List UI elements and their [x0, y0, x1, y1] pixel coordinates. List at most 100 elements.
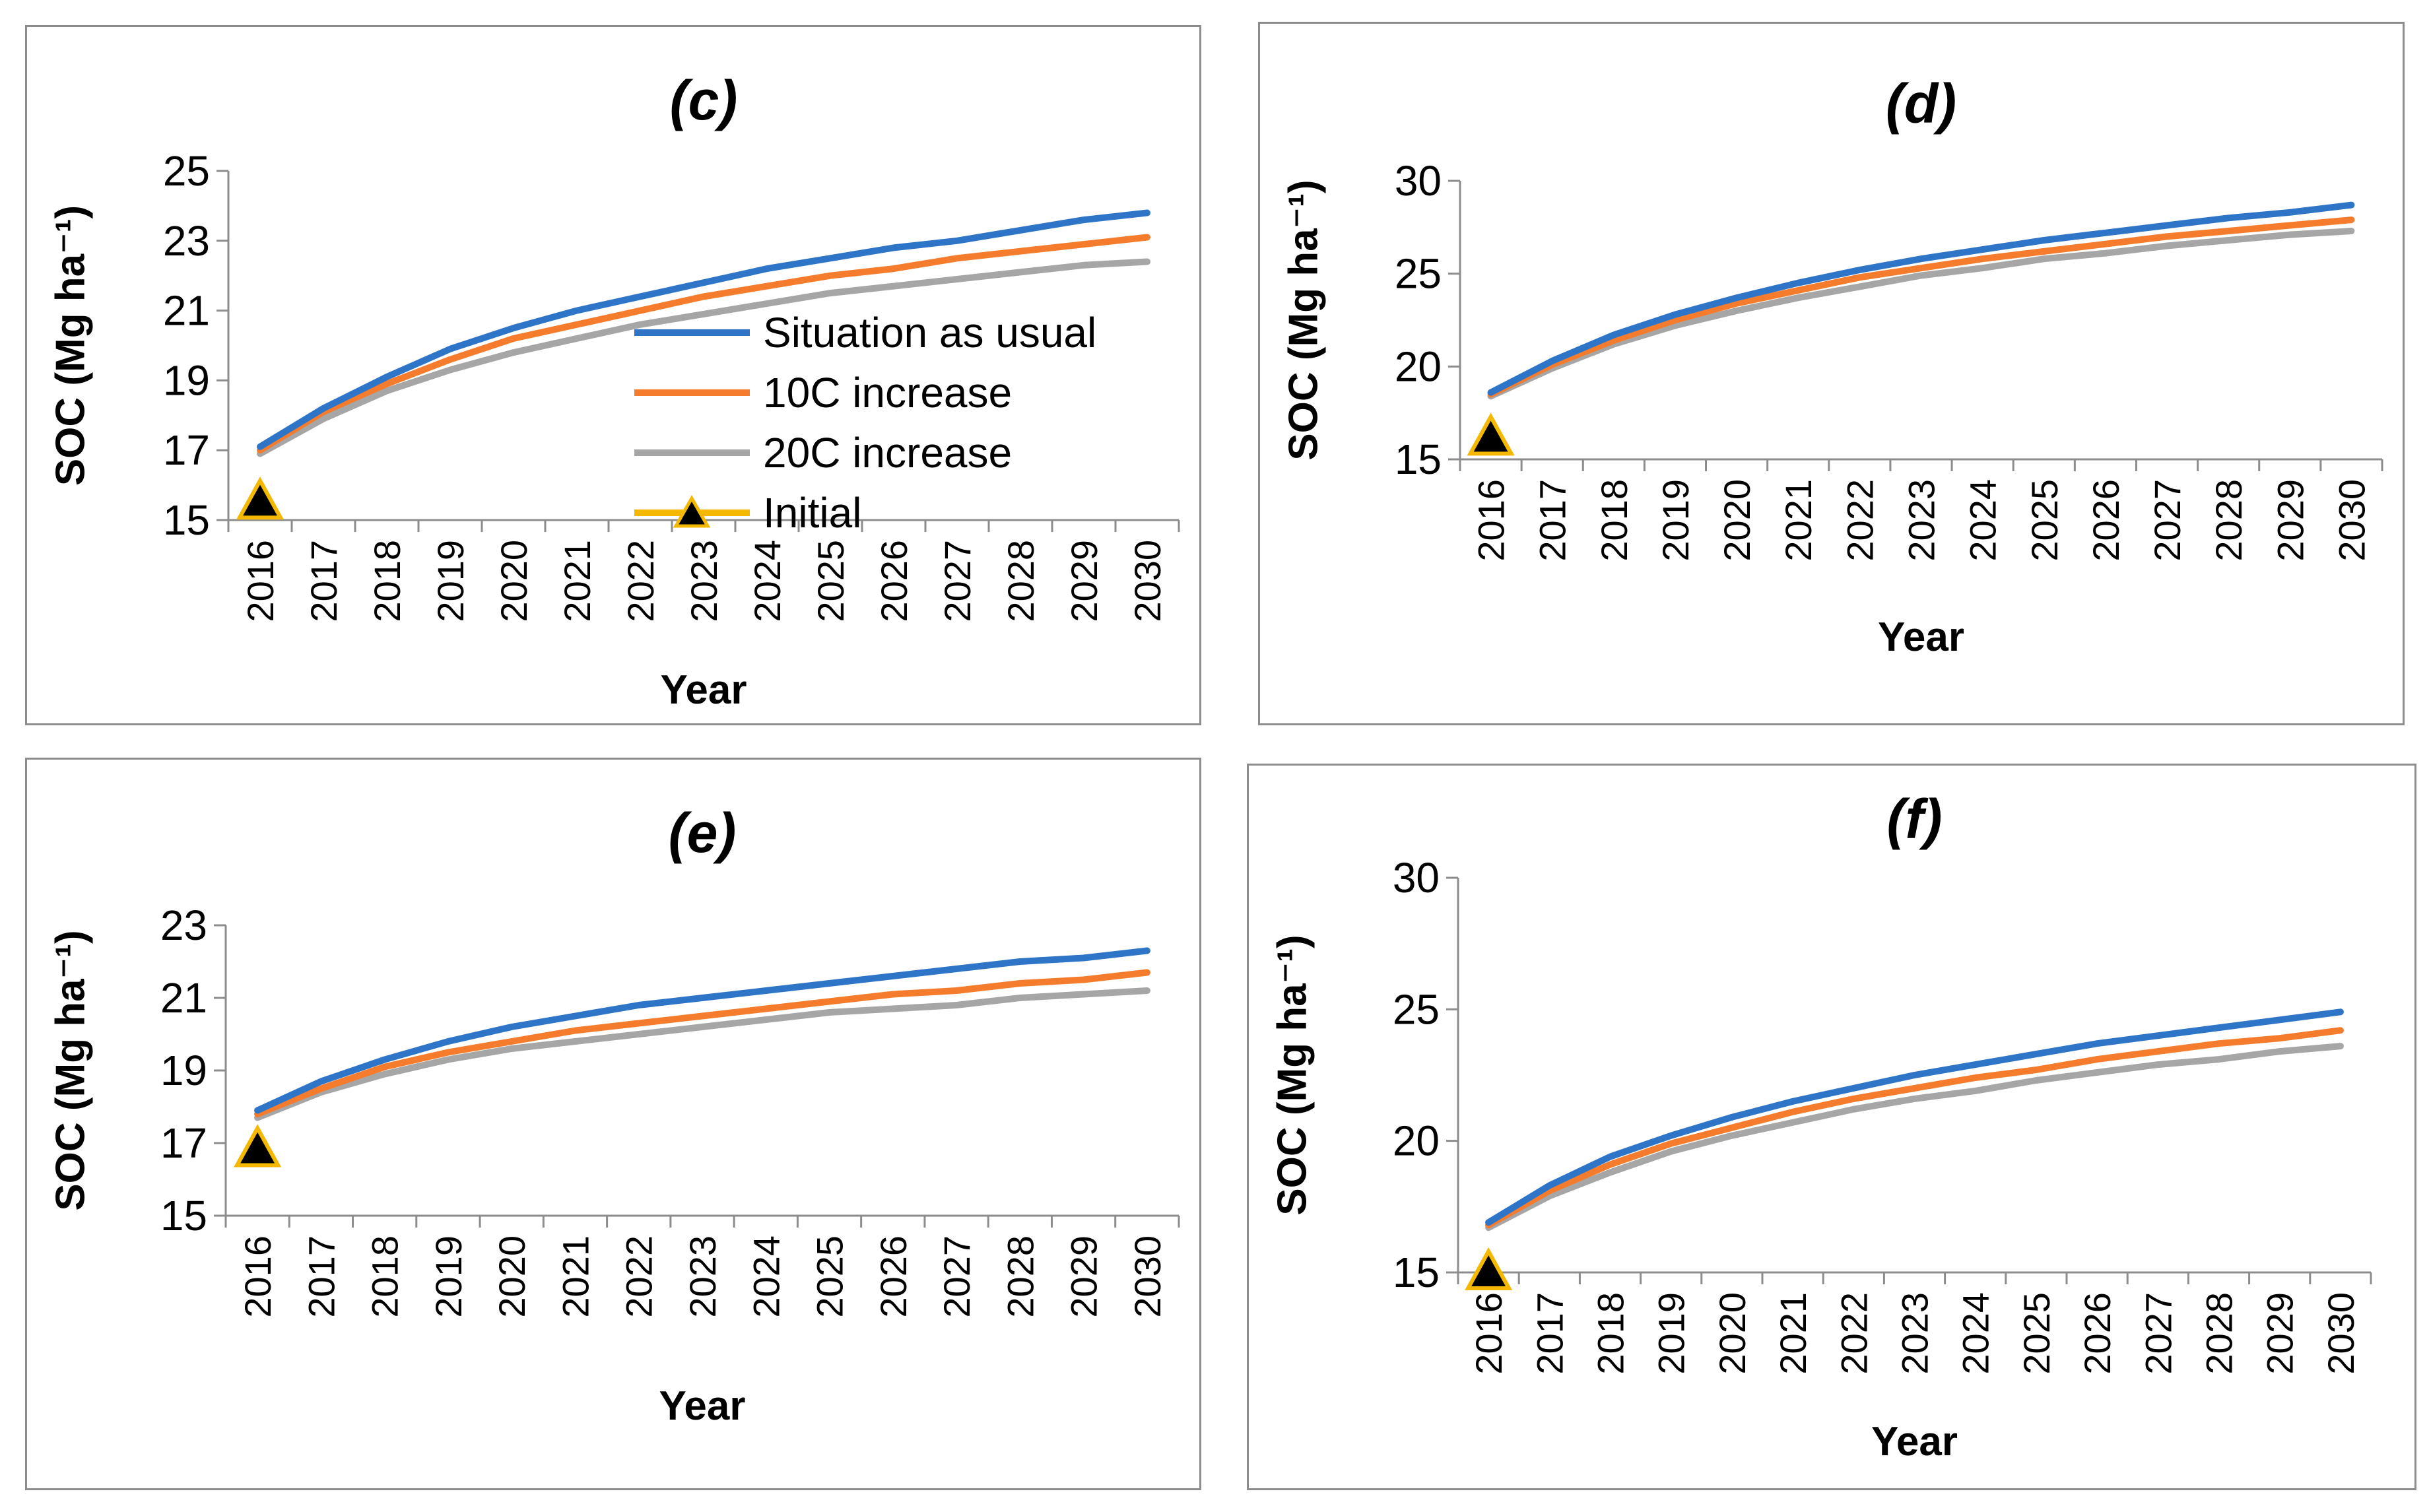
- x-tick-label: 2018: [1590, 1292, 1632, 1375]
- x-tick-label: 2027: [2137, 1292, 2179, 1375]
- x-tick-label: 2025: [809, 1235, 851, 1318]
- x-tick-label: 2019: [1655, 479, 1696, 562]
- x-tick-label: 2024: [747, 540, 788, 622]
- x-tick-label: 2025: [2016, 1292, 2057, 1375]
- chart-title: (e): [669, 802, 737, 864]
- y-tick-label: 21: [163, 287, 210, 335]
- y-axis-label: SOC (Mg ha⁻¹): [1281, 180, 1326, 460]
- x-tick-label: 2017: [1532, 479, 1574, 562]
- chart-title: (c): [670, 69, 738, 131]
- series-line-increase10: [1487, 216, 2355, 398]
- x-tick-label: 2025: [2024, 479, 2065, 562]
- x-axis-label: Year: [1878, 614, 1964, 660]
- x-tick-label: 2016: [1471, 479, 1512, 562]
- y-tick-label: 15: [160, 1192, 207, 1239]
- x-tick-label: 2016: [240, 540, 281, 622]
- x-tick-label: 2030: [1127, 1235, 1168, 1318]
- x-tick-label: 2021: [556, 540, 598, 622]
- x-tick-label: 2024: [1955, 1292, 1997, 1375]
- x-axis-label: Year: [1871, 1419, 1958, 1464]
- x-tick-label: 2018: [364, 1235, 406, 1318]
- x-tick-label: 2020: [493, 540, 535, 622]
- x-tick-label: 2027: [2146, 479, 2188, 562]
- series-line-situation: [257, 209, 1150, 450]
- x-tick-label: 2017: [303, 540, 345, 622]
- chart-c: (c) 15 17 19 21 23 25 2016 2017 2018 2019 2020 2021 2…: [48, 69, 1180, 713]
- x-tick-label: 2024: [1962, 479, 2004, 562]
- x-tick-label: 2028: [1000, 540, 1042, 622]
- x-tick-label: 2021: [1772, 1292, 1814, 1375]
- x-tick-label: 2028: [2208, 479, 2249, 562]
- y-axis-label: SOC (Mg ha⁻¹): [48, 205, 93, 486]
- x-tick-label: 2023: [1901, 479, 1943, 562]
- x-tick-label: 2028: [999, 1235, 1041, 1318]
- x-tick-label: 2029: [1063, 1235, 1105, 1318]
- x-tick-label: 2018: [1593, 479, 1635, 562]
- x-tick-label: 2020: [1712, 1292, 1753, 1375]
- chart-panel-c: (c) 15 17 19 21 23 25 2016 2017 2018 2019 2020 2021 2…: [25, 25, 1201, 725]
- x-tick-label: 2026: [873, 1235, 914, 1318]
- series-line-increase20: [257, 258, 1150, 457]
- x-tick-label: 2022: [1839, 479, 1880, 562]
- y-tick-label: 25: [1393, 985, 1440, 1033]
- x-tick-label: 2027: [936, 1235, 978, 1318]
- chart-title: (d): [1886, 73, 1956, 135]
- x-tick-label: 2028: [2199, 1292, 2240, 1375]
- y-tick-label: 30: [1393, 854, 1440, 902]
- y-tick-label: 23: [160, 902, 207, 949]
- x-tick-label: 2025: [810, 540, 851, 622]
- y-tick-label: 19: [160, 1047, 207, 1094]
- x-axis-label: Year: [659, 1383, 745, 1429]
- x-tick-label: 2017: [1529, 1292, 1570, 1375]
- x-tick-label: 2030: [2331, 479, 2372, 562]
- x-tick-label: 2020: [1716, 479, 1758, 562]
- x-tick-label: 2027: [937, 540, 978, 622]
- x-tick-label: 2022: [618, 1235, 660, 1318]
- chart-panel-e: (e) 15 17 19 21 23 2016 2017 2018 2019 2020 2021 202…: [25, 758, 1201, 1490]
- y-tick-label: 15: [163, 496, 210, 544]
- x-tick-label: 2019: [430, 540, 471, 622]
- x-tick-label: 2023: [682, 1235, 723, 1318]
- series-line-increase10: [1485, 1027, 2344, 1229]
- y-axis-label: SOC (Mg ha⁻¹): [48, 930, 93, 1210]
- legend-label-situation: Situation as usual: [763, 309, 1096, 356]
- initial-point-marker: [236, 477, 284, 520]
- series-line-increase10: [257, 234, 1150, 454]
- y-tick-label: 20: [1395, 343, 1442, 390]
- y-tick-label: 19: [163, 356, 210, 404]
- y-tick-label: 25: [1395, 250, 1442, 298]
- legend-swatch-initial: [673, 494, 711, 528]
- x-tick-label: 2026: [873, 540, 915, 622]
- x-axis-label: Year: [660, 667, 747, 713]
- x-tick-label: 2019: [1651, 1292, 1692, 1375]
- y-tick-label: 17: [163, 426, 210, 474]
- x-tick-label: 2016: [1468, 1292, 1510, 1375]
- y-tick-label: 30: [1395, 157, 1442, 205]
- chart-panel-f: (f) 15 20 25 30 2016 2017 2018 2019 2020 2021 2022 2…: [1247, 764, 2416, 1490]
- x-tick-label: 2030: [2320, 1292, 2362, 1375]
- x-tick-label: 2016: [237, 1235, 279, 1318]
- x-tick-label: 2029: [2259, 1292, 2301, 1375]
- y-tick-label: 20: [1393, 1117, 1440, 1165]
- x-tick-label: 2023: [683, 540, 725, 622]
- x-tick-label: 2020: [491, 1235, 533, 1318]
- legend-label-initial: Initial: [763, 489, 861, 537]
- series-line-increase10: [254, 969, 1150, 1117]
- legend-label-increase20: 20C increase: [763, 429, 1012, 477]
- y-tick-label: 23: [163, 217, 210, 265]
- initial-point-marker: [234, 1124, 282, 1167]
- x-tick-label: 2029: [2269, 479, 2311, 562]
- y-tick-label: 15: [1393, 1249, 1440, 1296]
- series-line-increase20: [254, 987, 1150, 1121]
- y-axis-label: SOC (Mg ha⁻¹): [1269, 935, 1315, 1215]
- x-tick-label: 2017: [300, 1235, 342, 1318]
- x-tick-label: 2022: [1833, 1292, 1875, 1375]
- chart-panel-d: (d) 15 20 25 30 2016 2017 2018 2019 2020 2021 2022 2…: [1258, 22, 2405, 725]
- x-tick-label: 2022: [620, 540, 661, 622]
- series-line-situation: [1485, 1008, 2344, 1226]
- x-tick-label: 2029: [1063, 540, 1105, 622]
- x-tick-label: 2026: [2077, 1292, 2118, 1375]
- x-tick-label: 2030: [1127, 540, 1168, 622]
